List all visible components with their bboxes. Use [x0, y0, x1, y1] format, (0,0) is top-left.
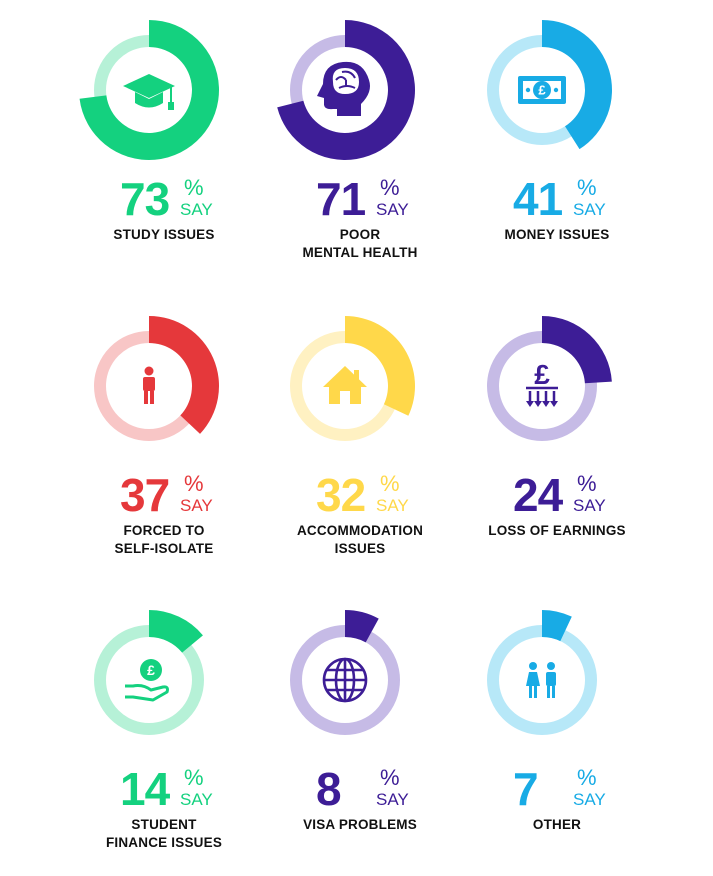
percentage-value: 32 [316, 469, 366, 521]
category-label: OTHER [457, 816, 657, 834]
say-label: SAY [180, 790, 213, 809]
person-icon [143, 366, 155, 404]
category-label-line: FINANCE ISSUES [105, 835, 223, 850]
percent-symbol: % [380, 765, 400, 790]
say-label: SAY [376, 200, 409, 219]
donut-track [487, 625, 597, 735]
donut-segment [277, 20, 415, 160]
stat-card: £14% SAY STUDENT FINANCE ISSUES [64, 602, 264, 872]
pound-down-arrows-icon: £ [526, 359, 558, 407]
donut-chart: £ [94, 610, 204, 735]
donut-chart [79, 20, 219, 160]
donut-chart: £ [487, 316, 612, 441]
donut-segment [149, 316, 219, 434]
brain-head-icon [317, 61, 370, 116]
category-label-line: POOR [339, 227, 381, 242]
say-label: SAY [573, 496, 606, 515]
category-label: STUDY ISSUES [64, 226, 264, 244]
donut-chart [290, 610, 400, 735]
donut-segment [542, 20, 612, 150]
percentage-stat: 73% SAY [64, 174, 264, 224]
house-icon [323, 366, 367, 404]
percentage-value: 24 [513, 469, 563, 521]
say-label: SAY [180, 200, 213, 219]
category-label-line: SELF-ISOLATE [114, 541, 214, 556]
say-label: SAY [376, 790, 409, 809]
donut-segment [345, 316, 415, 416]
percent-symbol: % [380, 471, 400, 496]
stat-card: 37% SAY FORCED TO SELF-ISOLATE [64, 308, 264, 578]
people-icon [526, 662, 556, 698]
percentage-stat: 8% SAY [260, 764, 460, 814]
svg-text:£: £ [147, 662, 155, 678]
category-label: MONEY ISSUES [457, 226, 657, 244]
stat-card: £24% SAY LOSS OF EARNINGS [457, 308, 657, 578]
category-label-line: VISA PROBLEMS [303, 817, 417, 832]
percentage-value: 14 [120, 763, 170, 815]
percentage-stat: 41% SAY [457, 174, 657, 224]
donut-segment [79, 20, 219, 160]
stat-card: 32% SAY ACCOMMODATION ISSUES [260, 308, 460, 578]
category-label: FORCED TO SELF-ISOLATE [64, 522, 264, 558]
percentage-stat: 14% SAY [64, 764, 264, 814]
percent-symbol: % [184, 471, 204, 496]
percentage-stat: 7% SAY [457, 764, 657, 814]
category-label-line: MENTAL HEALTH [302, 245, 418, 260]
category-label-line: STUDENT [131, 817, 197, 832]
percentage-value: 41 [513, 173, 563, 225]
percentage-value: 71 [316, 173, 366, 225]
category-label: STUDENT FINANCE ISSUES [64, 816, 264, 852]
category-label-line: OTHER [532, 817, 582, 832]
donut-segment [542, 316, 612, 384]
svg-text:£: £ [538, 83, 546, 98]
donut-chart [487, 610, 597, 735]
percentage-value: 8 [316, 763, 342, 815]
category-label-line: LOSS OF EARNINGS [488, 523, 626, 538]
donut-segment [345, 610, 379, 643]
percent-symbol: % [577, 471, 597, 496]
svg-text:£: £ [534, 359, 550, 390]
category-label-line: STUDY ISSUES [113, 227, 215, 242]
category-label-line: FORCED TO [123, 523, 205, 538]
category-label: ACCOMMODATION ISSUES [260, 522, 460, 558]
percent-symbol: % [184, 765, 204, 790]
category-label: LOSS OF EARNINGS [457, 522, 657, 540]
percentage-value: 37 [120, 469, 170, 521]
percent-symbol: % [577, 765, 597, 790]
pound-banknote-icon: £ [518, 76, 566, 104]
graduation-cap-icon [123, 74, 175, 110]
donut-chart [94, 316, 219, 441]
stat-card: 71% SAY POOR MENTAL HEALTH [260, 12, 460, 282]
category-label: VISA PROBLEMS [260, 816, 460, 834]
stat-card: 73% SAY STUDY ISSUES [64, 12, 264, 282]
donut-segment [542, 610, 572, 642]
say-label: SAY [376, 496, 409, 515]
category-label-line: MONEY ISSUES [504, 227, 610, 242]
globe-icon [322, 657, 368, 703]
hand-coin-icon: £ [125, 659, 169, 702]
percentage-stat: 37% SAY [64, 470, 264, 520]
stat-card: £41% SAY MONEY ISSUES [457, 12, 657, 282]
donut-chart [277, 20, 415, 160]
stat-card: 8% SAY VISA PROBLEMS [260, 602, 460, 872]
say-label: SAY [180, 496, 213, 515]
percent-symbol: % [577, 175, 597, 200]
percentage-value: 73 [120, 173, 170, 225]
percentage-stat: 32% SAY [260, 470, 460, 520]
donut-segment [149, 610, 203, 653]
percent-symbol: % [380, 175, 400, 200]
category-label: POOR MENTAL HEALTH [260, 226, 460, 262]
category-label-line: ACCOMMODATION [296, 523, 424, 538]
percentage-stat: 71% SAY [260, 174, 460, 224]
say-label: SAY [573, 790, 606, 809]
percent-symbol: % [184, 175, 204, 200]
category-label-line: ISSUES [334, 541, 386, 556]
donut-chart: £ [487, 20, 612, 150]
percentage-value: 7 [513, 763, 539, 815]
stat-card: 7% SAY OTHER [457, 602, 657, 872]
donut-chart [290, 316, 415, 441]
say-label: SAY [573, 200, 606, 219]
percentage-stat: 24% SAY [457, 470, 657, 520]
